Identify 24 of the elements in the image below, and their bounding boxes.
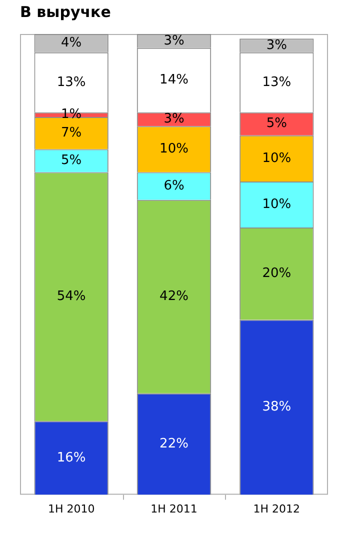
data-label: 13%: [262, 74, 292, 90]
data-label: 42%: [160, 289, 188, 304]
data-label: 3%: [266, 38, 287, 53]
data-label: 22%: [160, 436, 188, 452]
data-label: 13%: [56, 74, 86, 90]
data-label: 4%: [61, 36, 82, 51]
x-tick-label: 1H 2012: [253, 502, 300, 516]
data-label: 10%: [262, 150, 292, 166]
data-label: 5%: [61, 153, 82, 168]
data-label: 5%: [266, 116, 287, 132]
data-label: 6%: [164, 178, 184, 194]
data-label: 38%: [262, 400, 292, 415]
data-label: 3%: [164, 112, 184, 127]
data-label: 3%: [164, 33, 184, 48]
data-label: 20%: [262, 266, 292, 281]
data-label: 16%: [56, 450, 86, 466]
x-tick-label: 1H 2011: [150, 502, 198, 516]
data-label: 54%: [56, 289, 86, 304]
data-label: 10%: [262, 196, 292, 212]
data-label: 7%: [61, 125, 82, 140]
data-label: 14%: [160, 72, 188, 88]
chart-title: В выручке: [20, 2, 111, 21]
data-label: 10%: [160, 142, 188, 157]
x-tick-label: 1H 2010: [48, 502, 95, 516]
